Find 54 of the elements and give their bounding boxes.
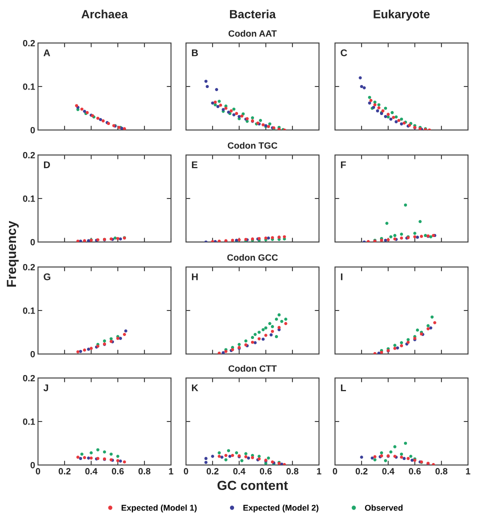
chart-title: Eukaryote	[374, 10, 430, 21]
y-tick-label: 0.1	[23, 418, 35, 425]
annotation: J	[43, 384, 48, 392]
annotation: L	[340, 384, 346, 392]
x-tick-label: 0.4	[85, 468, 98, 474]
y-tick-label: 0	[30, 462, 35, 468]
y-tick-label: 0	[30, 238, 35, 246]
x-tick-label: 0.6	[260, 468, 272, 474]
legend-label: Expected (Model 1)	[122, 504, 197, 512]
annotation: B	[192, 49, 198, 56]
x-tick-label: 0.8	[138, 468, 150, 474]
x-tick-label: 0	[184, 468, 188, 474]
y-tick-label: 0.1	[23, 195, 35, 202]
x-tick-label: 0.6	[408, 468, 421, 474]
annotation: D	[44, 161, 50, 168]
x-axis-title: GC content	[217, 480, 288, 490]
y-tick-label: 0.2	[23, 40, 35, 46]
y-tick-label: 0	[30, 350, 35, 358]
annotation: H	[192, 273, 198, 280]
chart-title: Archaea	[82, 10, 128, 18]
x-tick-label: 1	[169, 468, 174, 474]
chart-subtitle: Codon TGC	[228, 142, 278, 149]
x-tick-label: 0.6	[112, 468, 124, 474]
x-tick-label: 0.4	[233, 468, 246, 474]
x-tick-label: 0.2	[58, 468, 71, 474]
chart-title: Bacteria	[230, 10, 276, 18]
x-tick-label: 0.2	[356, 468, 368, 474]
y-tick-label: 0.2	[23, 264, 35, 270]
x-tick-label: 0.8	[286, 468, 298, 474]
annotation: G	[44, 273, 50, 280]
y-tick-label: 0	[30, 126, 35, 134]
x-tick-label: 0.4	[382, 468, 394, 474]
annotation: C	[340, 49, 348, 56]
annotation: E	[192, 161, 198, 168]
chart-subtitle: Codon GCC	[227, 254, 278, 261]
y-axis-title: Frequency	[6, 220, 19, 287]
annotation: F	[340, 161, 346, 168]
x-tick-label: 0	[332, 468, 338, 474]
annotation: K	[192, 384, 198, 392]
x-tick-label: 0.8	[435, 468, 448, 474]
legend-label: Expected (Model 2)	[243, 504, 318, 512]
x-tick-label: 0.2	[206, 468, 219, 474]
annotation: A	[44, 49, 50, 56]
x-tick-label: 0	[36, 468, 40, 474]
x-tick-label: 1	[466, 468, 470, 474]
chart-subtitle: Codon CTT	[228, 365, 277, 372]
y-tick-label: 0.1	[23, 307, 35, 314]
y-tick-label: 0.2	[23, 374, 35, 382]
y-tick-label: 0.2	[23, 152, 35, 158]
x-tick-label: 1	[317, 468, 322, 474]
legend-label: Observed	[364, 504, 403, 511]
y-tick-label: 0.1	[23, 83, 35, 90]
chart-subtitle: Codon AAT	[228, 30, 277, 37]
annotation: I	[340, 273, 342, 280]
